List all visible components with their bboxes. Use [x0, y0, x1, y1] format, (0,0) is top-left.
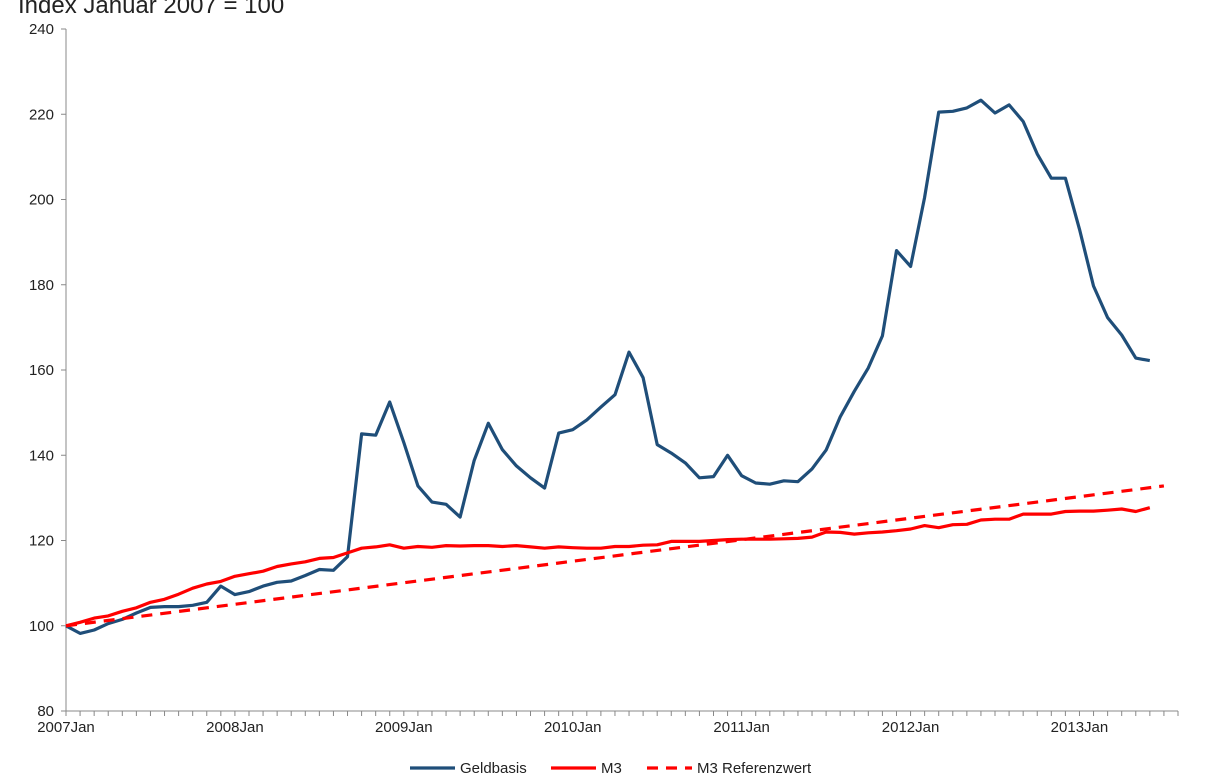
series-line-m3-referenzwert	[65, 484, 1165, 628]
y-tick-label: 240	[29, 21, 54, 38]
y-tick-label: 220	[29, 106, 54, 123]
x-tick-label: 2012Jan	[882, 719, 940, 736]
y-tick-label: 120	[29, 533, 54, 550]
series-line-m3	[65, 506, 1151, 628]
series-lines	[65, 98, 1165, 636]
legend-label: Geldbasis	[460, 760, 527, 777]
y-tick-label: 180	[29, 277, 54, 294]
chart-title: Index Januar 2007 = 100	[18, 0, 285, 19]
y-tick-label: 80	[37, 703, 54, 720]
x-tick-label: 2013Jan	[1051, 719, 1109, 736]
x-tick-label: 2007Jan	[37, 719, 95, 736]
series-line-geldbasis	[65, 98, 1151, 636]
y-tick-label: 200	[29, 192, 54, 209]
x-tick-label: 2011Jan	[713, 719, 769, 736]
axes: 80 100 120 140 160 180 200 220 240 2007Jan 2008Jan…	[29, 21, 1179, 736]
y-tick-label: 160	[29, 362, 54, 379]
legend-label: M3 Referenzwert	[697, 760, 812, 777]
x-tick-label: 2008Jan	[206, 719, 264, 736]
x-tick-label: 2009Jan	[375, 719, 433, 736]
y-tick-label: 140	[29, 447, 54, 464]
legend: Geldbasis M3 M3 Referenzwert	[410, 760, 812, 777]
legend-label: M3	[601, 760, 622, 777]
y-tick-label: 100	[29, 618, 54, 635]
x-tick-label: 2010Jan	[544, 719, 602, 736]
